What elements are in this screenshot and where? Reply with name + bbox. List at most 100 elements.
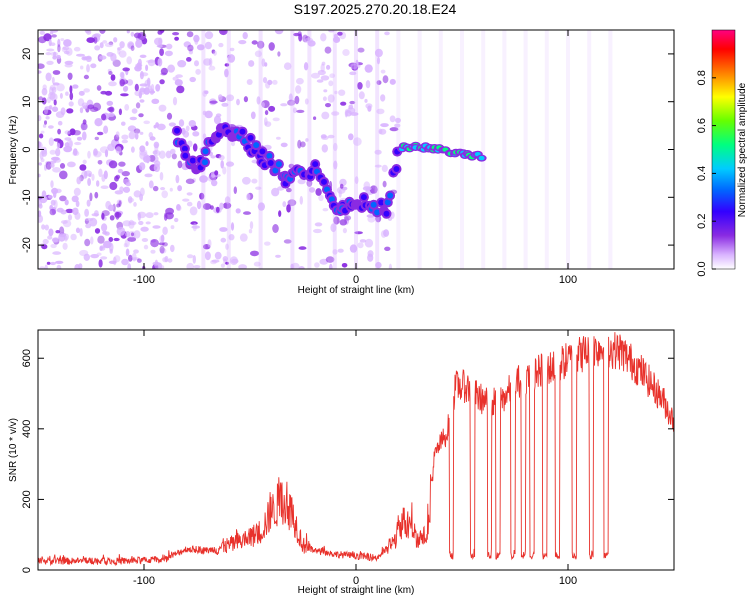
heatmap-speckle <box>314 262 320 268</box>
heatmap-ridge-core <box>321 178 327 185</box>
heatmap-speckle <box>294 95 300 105</box>
heatmap-speckle <box>122 86 128 92</box>
heatmap-speckle <box>109 215 115 221</box>
heatmap-ridge-core <box>267 160 274 166</box>
heatmap-speckle <box>46 96 51 104</box>
heatmap-speckle <box>130 232 135 237</box>
heatmap-speckle <box>352 137 362 146</box>
heatmap-speckle <box>380 69 386 74</box>
heatmap-ridge-core <box>182 152 189 159</box>
heatmap-speckle <box>73 187 81 196</box>
heatmap-speckle <box>174 217 179 223</box>
heatmap-speckle <box>115 146 122 154</box>
heatmap-speckle <box>287 99 296 106</box>
heatmap-speckle <box>148 180 154 189</box>
heatmap-speckle <box>170 148 176 155</box>
heatmap-speckle <box>144 79 151 89</box>
heatmap-speckle <box>248 229 253 234</box>
heatmap-speckle <box>133 230 141 239</box>
heatmap-speckle <box>162 242 168 247</box>
heatmap-speckle <box>366 214 375 218</box>
heatmap-speckle <box>318 194 324 202</box>
heatmap-speckle <box>119 186 124 192</box>
heatmap-speckle <box>326 64 331 70</box>
heatmap-speckle <box>99 55 107 60</box>
heatmap-speckle <box>44 224 49 231</box>
heatmap-speckle <box>375 261 382 269</box>
heatmap-speckle <box>110 74 116 81</box>
heatmap-speckle <box>56 83 65 92</box>
heatmap-speckle <box>131 108 138 114</box>
heatmap-speckle <box>86 199 91 207</box>
heatmap-speckle <box>145 64 149 72</box>
heatmap-speckle <box>329 73 336 78</box>
x-tick-label: 0 <box>353 274 359 286</box>
heatmap-speckle <box>127 263 132 269</box>
heatmap-speckle <box>38 214 44 223</box>
heatmap-speckle <box>138 220 144 226</box>
heatmap-speckle <box>85 223 92 229</box>
heatmap-streak <box>290 30 295 269</box>
spectrogram-heatmap <box>38 30 613 269</box>
heatmap-speckle <box>343 215 352 221</box>
heatmap-speckle <box>251 178 258 184</box>
heatmap-speckle <box>340 101 347 106</box>
heatmap-speckle <box>204 110 213 119</box>
heatmap-speckle <box>288 93 293 102</box>
spectrogram-ylabel: Frequency (Hz) <box>8 116 19 185</box>
heatmap-speckle <box>168 122 176 127</box>
heatmap-speckle <box>89 192 93 202</box>
heatmap-ridge-core <box>202 148 209 155</box>
heatmap-speckle <box>38 173 41 178</box>
colorbar-tick-label: 0.6 <box>696 118 708 133</box>
heatmap-ridge-core <box>272 167 279 174</box>
heatmap-speckle <box>139 71 144 80</box>
heatmap-streak <box>502 30 507 269</box>
x-tick-label: 0 <box>353 575 359 587</box>
heatmap-speckle <box>204 90 209 95</box>
heatmap-speckle <box>59 195 67 202</box>
heatmap-speckle <box>272 79 278 85</box>
heatmap-speckle <box>38 96 43 101</box>
heatmap-speckle <box>145 141 149 147</box>
heatmap-speckle <box>213 50 217 56</box>
heatmap-speckle <box>313 116 317 120</box>
heatmap-speckle <box>203 58 212 66</box>
heatmap-speckle <box>193 34 200 43</box>
heatmap-speckle <box>154 160 161 168</box>
heatmap-speckle <box>358 91 365 100</box>
heatmap-ridge-core <box>189 157 196 164</box>
heatmap-speckle <box>97 160 103 165</box>
heatmap-speckle <box>51 34 57 38</box>
heatmap-speckle <box>52 251 62 255</box>
heatmap-speckle <box>189 206 198 216</box>
heatmap-speckle <box>349 100 356 105</box>
heatmap-speckle <box>134 132 139 140</box>
heatmap-speckle <box>159 79 165 85</box>
heatmap-speckle <box>139 145 146 153</box>
heatmap-speckle <box>101 174 106 182</box>
heatmap-speckle <box>100 256 108 260</box>
heatmap-speckle <box>107 107 114 112</box>
heatmap-speckle <box>49 261 57 266</box>
heatmap-speckle <box>161 190 168 199</box>
heatmap-speckle <box>165 43 173 50</box>
heatmap-speckle <box>157 262 162 269</box>
heatmap-speckle <box>133 190 142 198</box>
heatmap-speckle <box>144 173 153 178</box>
heatmap-speckle <box>93 36 98 44</box>
heatmap-speckle <box>115 212 120 220</box>
heatmap-speckle <box>295 85 302 94</box>
heatmap-speckle <box>367 105 372 112</box>
heatmap-speckle <box>87 178 91 186</box>
heatmap-speckle <box>170 244 175 253</box>
heatmap-speckle <box>204 41 212 50</box>
heatmap-speckle <box>51 187 59 195</box>
heatmap-speckle <box>235 208 241 214</box>
heatmap-speckle <box>41 224 46 230</box>
heatmap-speckle <box>135 39 143 48</box>
heatmap-speckle <box>357 82 363 90</box>
heatmap-speckle <box>38 141 43 151</box>
heatmap-speckle <box>354 231 363 235</box>
